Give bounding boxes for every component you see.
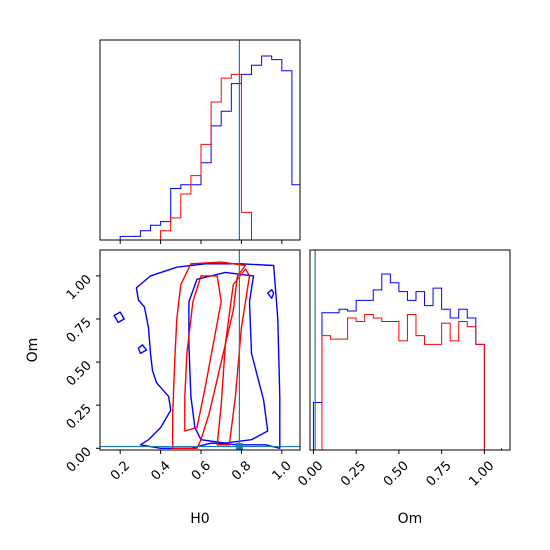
joint-x-tick-label-4: 1.0 (270, 458, 295, 483)
om-x-tick-label-0: 0.00 (295, 458, 326, 489)
joint-y-tick-label-4: 1.00 (64, 272, 95, 303)
h0-hist-red (100, 73, 300, 241)
om-hist-blue (312, 273, 502, 451)
om-histogram-series (312, 273, 502, 451)
om-y-axis-label: Om (25, 338, 41, 363)
joint-x-tick-label-0: 0.2 (108, 458, 133, 483)
contour-blue-island-left (113, 311, 125, 324)
contour-blue-island-mid (137, 344, 148, 355)
om-marginal-panel: 0.00 0.25 0.50 0.75 1.00 Om (295, 249, 511, 527)
contour-blue-island-right (267, 289, 275, 299)
joint-panel-frame (99, 249, 301, 451)
h0-panel-frame (99, 39, 301, 241)
joint-y-tick-label-3: 0.75 (64, 315, 95, 346)
h0-hist-blue (100, 55, 301, 241)
joint-y-tick-label-2: 0.50 (64, 358, 95, 389)
om-x-tick-label-2: 0.50 (381, 458, 412, 489)
om-x-ticks: 0.00 0.25 0.50 0.75 1.00 (295, 450, 497, 490)
contour-red-inner (184, 275, 222, 432)
joint-y-ticks: 0.00 0.25 0.50 0.75 1.00 (64, 272, 100, 476)
joint-x-ticks: 0.2 0.4 0.6 0.8 1.0 (108, 450, 295, 484)
joint-contour-panel: 0.2 0.4 0.6 0.8 1.0 0.000.250.500.751.00 H0 … (25, 249, 301, 527)
om-x-tick-label-3: 0.75 (424, 458, 455, 489)
joint-x-tick-label-2: 0.6 (189, 458, 214, 483)
om-x-tick-label-4: 1.00 (466, 458, 497, 489)
joint-y-tick-label-1: 0.25 (64, 401, 95, 432)
h0-histogram-series (100, 55, 301, 241)
h0-axis-label: H0 (190, 511, 209, 527)
contour-blue-inner (188, 271, 269, 444)
h0-marginal-panel (99, 39, 301, 244)
contour-red-outer (172, 261, 247, 449)
contour-red-band-right (216, 268, 251, 446)
joint-y-tick-label-0: 0.00 (64, 444, 95, 475)
om-hist-red (313, 313, 502, 451)
om-x-tick-label-1: 0.25 (338, 458, 369, 489)
truth-marker (235, 443, 243, 451)
contour-series (113, 261, 281, 449)
joint-x-tick-label-1: 0.4 (148, 458, 173, 483)
contour-blue-outer (135, 263, 281, 449)
h0-top-tick-marks (119, 240, 283, 244)
om-x-axis-label: Om (398, 511, 423, 527)
joint-x-tick-label-3: 0.8 (229, 458, 254, 483)
om-panel-frame (309, 249, 511, 451)
